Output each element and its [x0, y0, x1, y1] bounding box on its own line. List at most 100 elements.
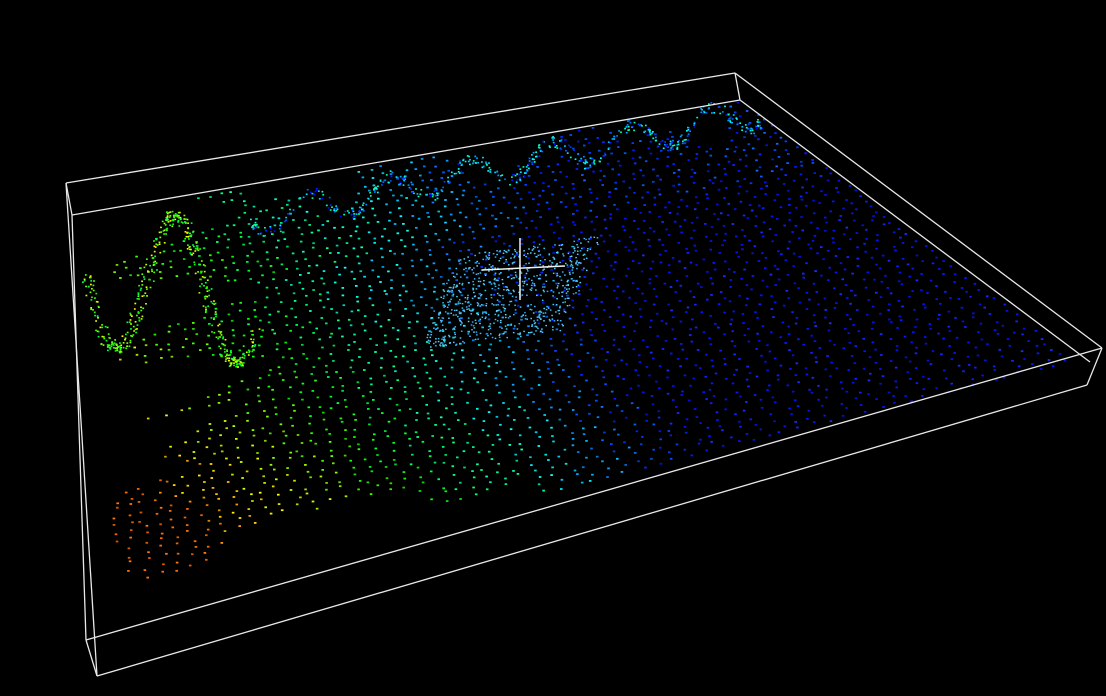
point	[724, 398, 728, 401]
point	[187, 236, 189, 238]
point	[220, 542, 224, 544]
point	[534, 264, 537, 267]
point	[408, 321, 411, 324]
point	[522, 378, 526, 381]
point	[526, 294, 528, 296]
point	[683, 139, 686, 141]
point	[488, 263, 491, 266]
point	[516, 328, 519, 330]
point	[773, 301, 777, 304]
point	[558, 292, 560, 294]
point	[445, 159, 449, 162]
point	[388, 301, 391, 304]
point	[535, 210, 539, 212]
point	[192, 230, 195, 233]
point	[274, 198, 277, 201]
point	[487, 313, 490, 316]
point	[343, 399, 347, 401]
point	[744, 154, 748, 157]
point	[622, 326, 625, 328]
point	[522, 341, 525, 343]
point	[274, 406, 277, 409]
point	[644, 124, 647, 127]
point	[816, 252, 819, 255]
point	[276, 257, 279, 259]
point	[285, 216, 288, 219]
point	[309, 415, 312, 417]
point	[130, 334, 132, 337]
point	[241, 477, 244, 479]
point	[462, 340, 464, 343]
point	[107, 333, 110, 335]
point	[649, 267, 653, 270]
point	[313, 193, 316, 196]
point	[189, 252, 192, 254]
point	[794, 224, 798, 227]
point	[484, 161, 487, 163]
point	[269, 512, 273, 515]
point	[862, 337, 865, 340]
point	[146, 576, 149, 579]
point	[497, 279, 499, 282]
point	[427, 339, 430, 342]
point	[536, 275, 538, 277]
point	[162, 250, 166, 253]
point	[172, 250, 176, 252]
point	[543, 268, 545, 270]
point	[513, 260, 517, 263]
point	[763, 118, 766, 121]
point	[656, 145, 660, 148]
point	[773, 264, 777, 267]
point	[128, 345, 131, 348]
point	[428, 196, 431, 198]
point	[603, 175, 606, 177]
point	[401, 315, 405, 317]
point	[888, 303, 891, 306]
point	[575, 280, 577, 282]
point	[113, 342, 116, 344]
point	[897, 300, 901, 302]
point	[298, 205, 302, 208]
point	[381, 172, 385, 175]
point	[377, 185, 379, 188]
point	[576, 260, 578, 262]
point	[601, 324, 604, 326]
point	[505, 259, 507, 261]
point	[430, 346, 432, 348]
point	[376, 313, 380, 316]
point	[170, 243, 174, 246]
point	[253, 309, 256, 311]
point	[569, 260, 572, 262]
point	[679, 320, 683, 323]
point	[649, 132, 651, 134]
point	[569, 265, 572, 267]
point	[579, 276, 581, 278]
point	[551, 137, 554, 139]
point	[880, 354, 883, 356]
point	[442, 171, 445, 174]
point	[138, 319, 141, 322]
point	[881, 375, 885, 377]
point	[387, 420, 391, 423]
point	[953, 273, 957, 276]
point	[457, 171, 460, 173]
point	[487, 258, 490, 260]
point	[446, 290, 449, 293]
point	[629, 387, 633, 390]
point	[734, 413, 737, 416]
point	[910, 341, 913, 344]
point	[773, 149, 777, 151]
point	[452, 328, 455, 331]
point	[437, 340, 440, 343]
point	[869, 205, 873, 208]
point	[458, 183, 462, 186]
point	[895, 349, 899, 352]
point	[131, 315, 133, 317]
point	[204, 237, 208, 239]
point	[475, 331, 478, 333]
point	[461, 356, 465, 359]
point	[604, 154, 607, 156]
point	[530, 309, 533, 311]
point	[91, 288, 93, 290]
point	[692, 181, 696, 184]
